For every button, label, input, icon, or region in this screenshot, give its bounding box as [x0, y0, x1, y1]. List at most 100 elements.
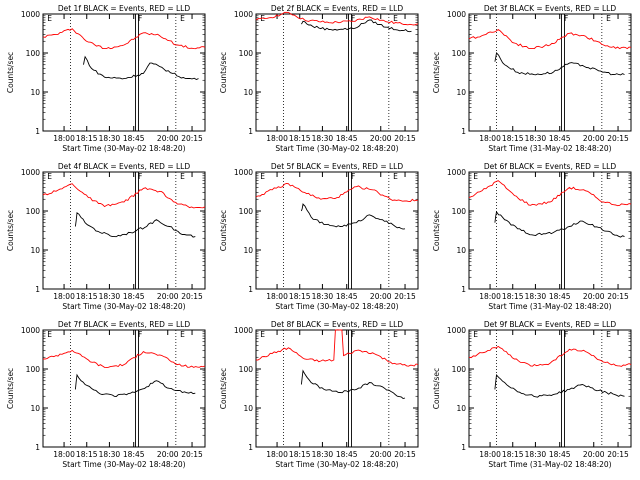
x-tick-label: 18:30: [525, 450, 547, 459]
x-tick-label: 20:00: [370, 292, 392, 301]
plot-frame: [255, 329, 419, 448]
interval-marker-label: F: [351, 172, 355, 181]
x-tick-label: 18:00: [266, 134, 288, 143]
detector-panel: Det 9f BLACK = Events, RED = LLD 1 10 100 10…: [432, 320, 632, 469]
panel-title: Det 3f BLACK = Events, RED = LLD: [484, 4, 617, 13]
y-tick-label: 1000: [447, 168, 466, 177]
y-axis-label: Counts/sec: [219, 368, 228, 409]
x-axis-label: Start Time (31-May-02 18:48:20): [488, 302, 611, 311]
x-tick-label: 18:15: [502, 292, 524, 301]
x-tick-label: 18:30: [99, 450, 121, 459]
y-tick-label: 1: [461, 285, 466, 294]
y-tick-label: 1000: [447, 326, 466, 335]
interval-marker-label: F: [564, 330, 568, 339]
x-axis-label: Start Time (30-May-02 18:48:20): [62, 144, 185, 153]
interval-marker-label: F: [138, 330, 142, 339]
detector-panel: Det 8f BLACK = Events, RED = LLD 1 10 100 10…: [219, 320, 419, 469]
lld-rate-line: [255, 183, 419, 202]
panel-title: Det 2f BLACK = Events, RED = LLD: [271, 4, 404, 13]
detector-panel: Det 2f BLACK = Events, RED = LLD 1 10 100 10…: [219, 4, 419, 153]
interval-marker-label: F: [564, 172, 568, 181]
lld-rate-line: [468, 180, 632, 207]
x-tick-label: 18:30: [312, 134, 334, 143]
interval-marker-label: E: [473, 14, 478, 23]
lld-rate-line: [468, 28, 632, 50]
x-tick-label: 20:00: [157, 292, 179, 301]
panel-title: Det 7f BLACK = Events, RED = LLD: [58, 320, 191, 329]
y-tick-label: 1000: [21, 168, 40, 177]
plot-frame: [255, 13, 419, 132]
y-tick-label: 1000: [21, 326, 40, 335]
y-tick-label: 100: [26, 365, 41, 374]
y-tick-label: 100: [452, 365, 467, 374]
x-tick-label: 20:00: [370, 450, 392, 459]
y-tick-label: 10: [30, 246, 40, 255]
panel-title: Det 1f BLACK = Events, RED = LLD: [58, 4, 191, 13]
x-tick-label: 18:00: [53, 292, 75, 301]
detector-panel: Det 4f BLACK = Events, RED = LLD 1 10 100 10…: [6, 162, 206, 311]
x-tick-label: 20:15: [181, 450, 203, 459]
x-tick-label: 20:00: [583, 134, 605, 143]
y-tick-label: 10: [243, 246, 253, 255]
y-tick-label: 1000: [447, 10, 466, 19]
y-axis-label: Counts/sec: [6, 52, 15, 93]
y-tick-label: 100: [452, 207, 467, 216]
x-tick-label: 18:15: [289, 450, 311, 459]
events-rate-line: [301, 19, 412, 33]
y-tick-label: 1000: [234, 326, 253, 335]
events-rate-line: [300, 369, 406, 399]
detector-panel: Det 6f BLACK = Events, RED = LLD 1 10 100 10…: [432, 162, 632, 311]
y-tick-label: 1000: [21, 10, 40, 19]
x-tick-label: 18:30: [99, 134, 121, 143]
events-rate-line: [494, 373, 625, 398]
x-tick-label: 18:45: [123, 292, 145, 301]
plot-frame: [468, 329, 632, 448]
y-axis-label: Counts/sec: [6, 368, 15, 409]
x-tick-label: 18:45: [549, 134, 571, 143]
y-tick-label: 10: [456, 88, 466, 97]
x-tick-label: 18:00: [479, 450, 501, 459]
x-tick-label: 18:45: [336, 292, 358, 301]
x-tick-label: 18:30: [99, 292, 121, 301]
x-tick-label: 18:45: [549, 450, 571, 459]
x-tick-label: 18:45: [123, 134, 145, 143]
x-tick-label: 18:00: [479, 292, 501, 301]
events-rate-line: [494, 52, 625, 76]
interval-marker-label: E: [260, 172, 265, 181]
detector-panel: Det 3f BLACK = Events, RED = LLD 1 10 100 10…: [432, 4, 632, 153]
y-tick-label: 100: [239, 49, 254, 58]
x-tick-label: 20:15: [181, 292, 203, 301]
x-tick-label: 18:00: [53, 134, 75, 143]
x-axis-label: Start Time (30-May-02 18:48:20): [275, 460, 398, 469]
interval-marker-label: E: [47, 14, 52, 23]
y-tick-label: 10: [30, 404, 40, 413]
detector-panel: Det 7f BLACK = Events, RED = LLD 1 10 100 10…: [6, 320, 206, 469]
x-tick-label: 20:00: [583, 450, 605, 459]
events-rate-line: [74, 373, 196, 397]
y-tick-label: 10: [30, 88, 40, 97]
interval-marker-label: E: [47, 172, 52, 181]
interval-marker-label: E: [260, 330, 265, 339]
x-tick-label: 18:15: [289, 292, 311, 301]
x-tick-label: 18:45: [336, 450, 358, 459]
x-tick-label: 20:15: [394, 450, 416, 459]
interval-marker-label: E: [606, 172, 611, 181]
x-tick-label: 18:30: [312, 450, 334, 459]
y-axis-label: Counts/sec: [432, 52, 441, 93]
interval-marker-label: F: [564, 14, 568, 23]
y-axis-label: Counts/sec: [219, 210, 228, 251]
y-tick-label: 100: [452, 49, 467, 58]
y-tick-label: 1000: [234, 10, 253, 19]
x-tick-label: 18:00: [53, 450, 75, 459]
x-tick-label: 18:00: [266, 450, 288, 459]
x-tick-label: 18:15: [502, 450, 524, 459]
interval-marker-label: E: [180, 330, 185, 339]
x-tick-label: 20:15: [607, 292, 629, 301]
y-tick-label: 100: [239, 207, 254, 216]
y-axis-label: Counts/sec: [219, 52, 228, 93]
lld-rate-line: [468, 345, 632, 367]
x-tick-label: 18:15: [76, 134, 98, 143]
y-tick-label: 1: [248, 443, 253, 452]
y-tick-label: 1000: [234, 168, 253, 177]
x-axis-label: Start Time (30-May-02 18:48:20): [62, 302, 185, 311]
